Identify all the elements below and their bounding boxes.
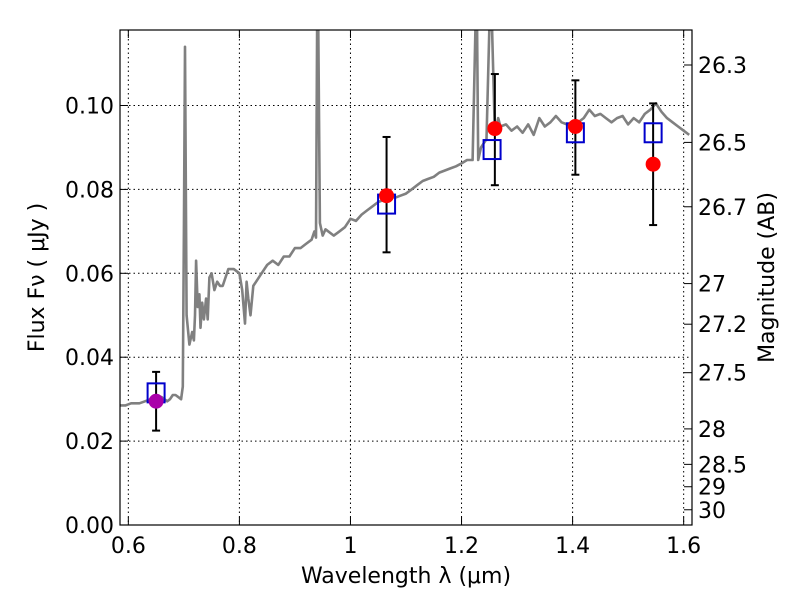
y-axis-label: Flux Fν ( μJy )	[25, 203, 50, 352]
observed-point	[148, 393, 164, 409]
magnitude-tick-label: 26.7	[698, 196, 747, 221]
model-spectrum	[120, 30, 690, 407]
spectrum-line	[120, 30, 690, 407]
model-photometry-squares	[146, 122, 663, 404]
magnitude-tick-label: 30	[698, 499, 726, 524]
y-axis-ticks: 0.00 0.02 0.04 0.06 0.08 0.10	[65, 95, 128, 539]
y-tick-label: 0.10	[65, 95, 114, 120]
observed-point	[487, 121, 503, 137]
x-tick-label: 0.6	[111, 534, 146, 559]
grid	[120, 30, 692, 526]
observed-point	[645, 156, 661, 172]
magnitude-axis-label: Magnitude (AB)	[755, 192, 780, 363]
magnitude-tick-label: 27	[698, 273, 726, 298]
magnitude-tick-label: 29	[698, 476, 726, 501]
magnitude-tick-label: 28.5	[698, 453, 747, 478]
observed-point	[379, 188, 395, 204]
x-tick-label: 0.8	[222, 534, 257, 559]
observed-photometry-points	[148, 118, 661, 409]
observed-point	[567, 118, 583, 134]
magnitude-tick-label: 26.3	[698, 54, 747, 79]
magnitude-tick-label: 27.2	[698, 313, 747, 338]
model-square	[482, 139, 502, 161]
y-tick-label: 0.04	[65, 346, 114, 371]
x-tick-label: 1.6	[666, 534, 701, 559]
magnitude-tick-label: 26.5	[698, 131, 747, 156]
x-axis-label: Wavelength λ (μm)	[301, 564, 511, 589]
x-tick-label: 1.2	[444, 534, 479, 559]
y-tick-label: 0.02	[65, 430, 114, 455]
y-tick-label: 0.00	[65, 514, 114, 539]
plot-frame	[119, 29, 693, 526]
model-square	[643, 122, 663, 144]
y-tick-label: 0.08	[65, 178, 114, 203]
magnitude-tick-label: 27.5	[698, 362, 747, 387]
x-axis-ticks: 0.6 0.8 1 1.2 1.4 1.6	[111, 30, 701, 559]
x-tick-label: 1	[343, 534, 357, 559]
magnitude-tick-label: 28	[698, 418, 726, 443]
y-tick-label: 0.06	[65, 262, 114, 287]
x-tick-label: 1.4	[555, 534, 590, 559]
